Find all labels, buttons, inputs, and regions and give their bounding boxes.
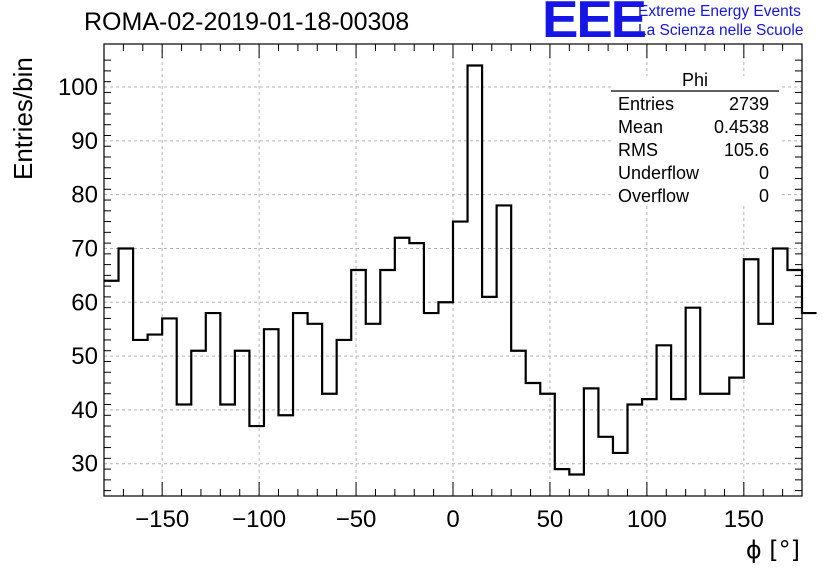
stats-row-label: Entries (618, 94, 674, 114)
stats-row-label: Mean (618, 117, 663, 137)
y-tick-label: 90 (71, 128, 98, 155)
histogram-series (104, 64, 817, 476)
x-tick-label: −100 (232, 506, 286, 533)
y-tick-label: 80 (71, 182, 98, 209)
stats-row-label: RMS (618, 140, 658, 160)
stats-row-value: 105.6 (724, 140, 769, 160)
x-tick-label: −50 (336, 506, 377, 533)
stats-box-background (611, 76, 780, 206)
stats-row-value: 2739 (729, 94, 769, 114)
y-tick-label: 100 (58, 74, 98, 101)
stats-box: Phi Entries 2739 Mean 0.4538 RMS 105.6 Underflo… (611, 70, 780, 206)
logo-caption: Extreme Energy Events La Scienza nelle S… (638, 2, 803, 40)
stats-box-name: Phi (682, 70, 708, 90)
logo-line-1: Extreme Energy Events (638, 3, 801, 20)
x-tick-label: 0 (446, 506, 459, 533)
stats-row-value: 0.4538 (714, 117, 769, 137)
x-axis-label: ϕ [°] (746, 536, 800, 564)
logo-line-2: La Scienza nelle Scuole (638, 22, 804, 39)
chart-title: ROMA-02-2019-01-18-00308 (84, 8, 410, 36)
x-tick-label: −150 (135, 506, 189, 533)
y-tick-label: 40 (71, 397, 98, 424)
x-tick-label: 150 (724, 506, 764, 533)
y-tick-label: 70 (71, 235, 98, 262)
stats-row-label: Underflow (618, 163, 700, 183)
histogram-line (104, 64, 817, 476)
x-tick-label: 100 (627, 506, 667, 533)
stats-row-value: 0 (759, 163, 769, 183)
stats-row-label: Overflow (618, 186, 690, 206)
eee-logo: EEE (542, 0, 647, 49)
x-tick-label: 50 (537, 506, 564, 533)
y-tick-label: 60 (71, 289, 98, 316)
y-tick-label: 30 (71, 451, 98, 478)
axis-ticks: −150 −100 −50 0 50 100 150 30 40 50 60 70 80 90 100 (58, 44, 803, 533)
y-axis-label: Entries/bin (8, 57, 38, 180)
stats-row-value: 0 (759, 186, 769, 206)
y-tick-label: 50 (71, 343, 98, 370)
